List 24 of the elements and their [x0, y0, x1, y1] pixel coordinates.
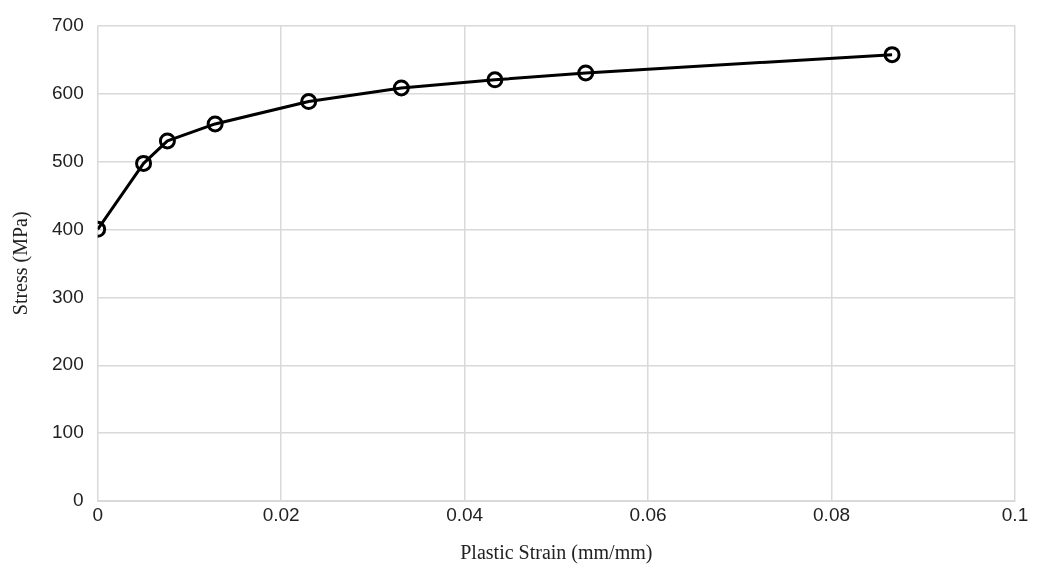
x-tick-label: 0.04 — [446, 503, 484, 525]
x-tick-label: 0.1 — [1001, 503, 1029, 525]
point — [486, 71, 504, 89]
x-tick-label: 0.06 — [629, 503, 667, 525]
point — [577, 64, 595, 82]
point — [300, 93, 318, 111]
point — [158, 132, 176, 150]
y-tick-label: 200 — [52, 353, 84, 375]
y-tick-label: 400 — [52, 217, 84, 239]
point — [883, 46, 901, 64]
y-tick-label: 100 — [52, 421, 84, 443]
point — [135, 154, 153, 172]
x-tick-label: 0.02 — [262, 503, 300, 525]
y-axis-title: Stress (MPa) — [9, 211, 33, 316]
y-tick-label: 700 — [52, 13, 84, 35]
y-tick-label: 500 — [52, 149, 84, 171]
x-tick-label: 0 — [92, 503, 103, 525]
y-tick-label: 0 — [73, 489, 84, 511]
point — [206, 115, 224, 133]
x-axis-title: Plastic Strain (mm/mm) — [460, 541, 653, 565]
point — [392, 79, 410, 97]
x-tick-label: 0.08 — [813, 503, 851, 525]
y-tick-label: 300 — [52, 285, 84, 307]
y-tick-label: 600 — [52, 81, 84, 103]
